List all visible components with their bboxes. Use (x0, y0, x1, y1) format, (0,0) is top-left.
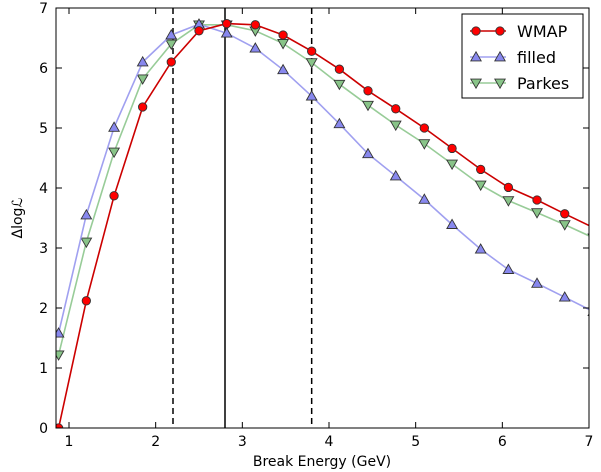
data-point-parkes (362, 100, 374, 112)
data-point-wmap (503, 182, 514, 193)
legend-item-parkes: Parkes (470, 74, 569, 93)
data-point-filled (80, 208, 93, 220)
data-point-wmap (334, 64, 345, 74)
legend-box (461, 13, 584, 99)
data-point-filled (446, 218, 459, 229)
y-tick-label: 2 (39, 301, 48, 317)
data-point-filled (136, 55, 149, 67)
data-point-wmap (532, 195, 542, 205)
x-tick-label: 1 (65, 434, 74, 450)
data-point-filled (56, 327, 65, 338)
data-point-wmap (476, 164, 486, 175)
data-point-parkes (558, 220, 571, 231)
data-point-wmap (250, 20, 260, 30)
series-wmap (56, 18, 589, 428)
data-point-parkes (108, 147, 121, 159)
legend: WMAP filled Parkes (461, 13, 584, 99)
legend-label-wmap: WMAP (517, 22, 568, 41)
data-point-parkes (333, 79, 346, 91)
legend-marker-filled (470, 50, 482, 62)
data-point-filled (558, 291, 571, 302)
data-point-wmap (588, 225, 589, 230)
plot-clip-group (56, 8, 589, 428)
data-point-parkes (305, 58, 318, 69)
data-point-parkes (474, 180, 487, 192)
legend-item-wmap: WMAP (470, 22, 568, 41)
x-tick-label: 3 (238, 434, 247, 450)
legend-marker-parkes (494, 78, 506, 90)
data-point-wmap (109, 191, 119, 201)
data-point-filled (362, 147, 374, 159)
data-point-wmap (138, 102, 148, 112)
data-point-filled (333, 117, 346, 129)
data-point-wmap (363, 86, 373, 96)
y-axis-title: Δlogℒ (10, 197, 26, 238)
data-point-wmap (194, 26, 204, 36)
data-point-parkes (587, 233, 589, 237)
data-point-filled (474, 243, 487, 254)
y-tick-label: 0 (39, 421, 48, 437)
data-point-parkes (136, 74, 149, 85)
data-point-filled (531, 277, 543, 288)
y-tick-label: 1 (39, 361, 48, 377)
x-tick-label: 5 (411, 434, 420, 450)
y-tick-label: 3 (39, 241, 48, 257)
data-point-parkes (389, 120, 402, 132)
data-point-wmap (81, 296, 91, 306)
data-point-parkes (531, 208, 543, 219)
x-tick-label: 7 (585, 434, 594, 450)
data-point-parkes (80, 237, 93, 249)
data-point-wmap (391, 104, 401, 114)
data-point-wmap (166, 57, 176, 67)
x-axis-title: Break Energy (GeV) (253, 454, 391, 470)
data-point-filled (277, 63, 290, 75)
x-tick-label: 6 (498, 434, 507, 450)
legend-item-filled: filled (470, 48, 556, 67)
data-point-filled (502, 263, 515, 274)
y-tick-label: 5 (39, 121, 48, 137)
x-tick-label: 2 (151, 434, 160, 450)
legend-marker-filled (494, 50, 506, 62)
y-tick-label: 6 (39, 61, 48, 77)
series-filled (56, 18, 589, 338)
legend-marker-wmap (495, 26, 505, 36)
y-tick-label: 4 (39, 181, 48, 197)
data-point-filled (418, 193, 431, 204)
data-point-wmap (307, 46, 317, 56)
data-point-filled (305, 90, 318, 101)
data-point-filled (165, 28, 178, 40)
legend-marker-wmap (471, 26, 481, 36)
series-parkes (56, 20, 589, 361)
plot-area (56, 8, 589, 428)
data-point-filled (220, 27, 233, 38)
data-point-wmap (278, 30, 288, 40)
series-line-filled (57, 23, 589, 334)
data-point-parkes (56, 350, 65, 361)
data-point-filled (587, 313, 589, 316)
data-point-filled (249, 42, 262, 53)
series-line-wmap (57, 22, 589, 428)
legend-label-parkes: Parkes (517, 74, 569, 93)
axes: 1 2 3 4 5 6 7 0 1 2 3 4 5 6 7 (39, 1, 593, 450)
legend-label-filled: filled (517, 48, 556, 67)
data-point-filled (108, 121, 121, 132)
data-point-parkes (502, 196, 515, 207)
data-point-parkes (446, 159, 459, 171)
plot-frame (55, 7, 590, 429)
data-point-wmap (222, 18, 232, 29)
x-tick-label: 4 (325, 434, 334, 450)
legend-marker-parkes (470, 78, 482, 90)
data-point-parkes (165, 39, 178, 51)
data-point-parkes (277, 39, 290, 50)
data-point-filled (389, 169, 402, 181)
data-point-parkes (418, 139, 431, 150)
y-tick-label: 7 (39, 1, 48, 17)
data-point-wmap (560, 209, 570, 219)
data-point-wmap (419, 123, 429, 133)
data-point-wmap (447, 143, 457, 154)
